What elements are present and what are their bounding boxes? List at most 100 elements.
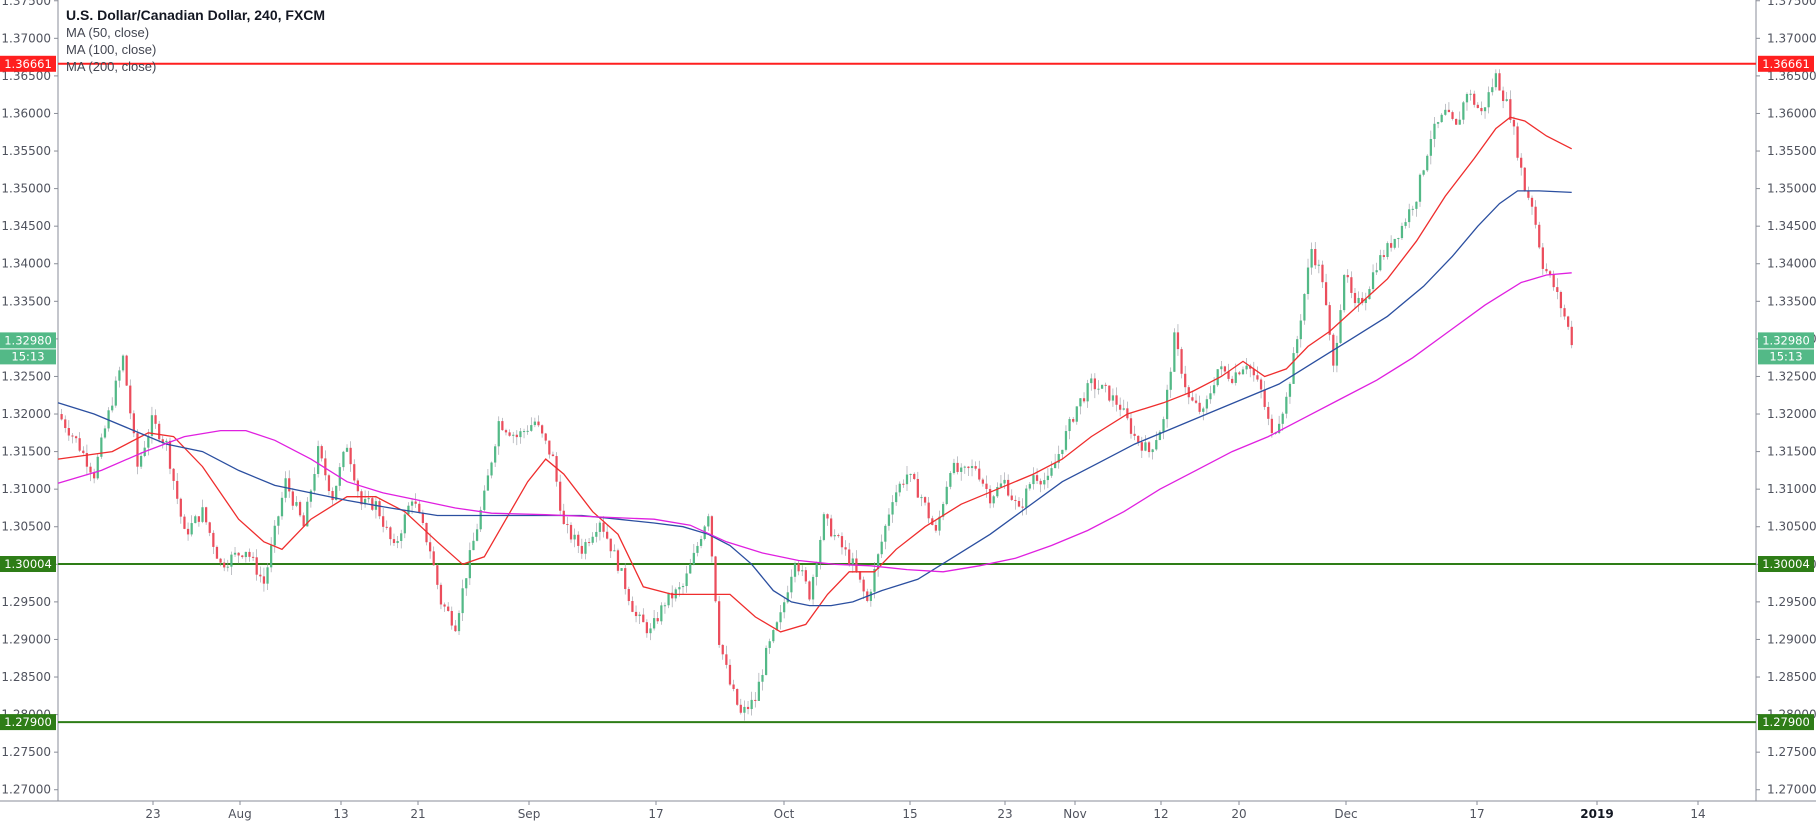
candle-body: [251, 556, 255, 558]
candle-body: [537, 421, 540, 426]
candle-body: [244, 551, 247, 558]
candle-body: [1147, 442, 1151, 453]
candle-body: [201, 507, 204, 522]
ma-200-legend[interactable]: MA (200, close): [66, 59, 157, 74]
candle-body: [1444, 109, 1447, 115]
symbol-title[interactable]: U.S. Dollar/Canadian Dollar, 240, FXCM: [66, 7, 326, 23]
candle-body: [764, 647, 768, 675]
last-price-bg-right: [1758, 332, 1814, 349]
candle-body: [1487, 92, 1490, 108]
y-tick-label-left: 1.36000: [1, 106, 51, 120]
candle-body: [479, 509, 482, 530]
ma-100-legend[interactable]: MA (100, close): [66, 42, 157, 57]
candle-body: [873, 568, 876, 592]
candle-body: [913, 473, 916, 479]
candle-body: [396, 540, 399, 544]
candle-body: [645, 622, 649, 634]
candle-body: [826, 514, 829, 519]
candle-body: [714, 556, 717, 602]
candle-body: [1505, 99, 1508, 102]
candle-body: [447, 606, 450, 611]
candle-body: [1292, 353, 1295, 384]
y-tick-label-left: 1.33500: [1, 294, 51, 308]
candle-body: [280, 497, 284, 517]
candle-body: [1501, 90, 1505, 102]
candle-body: [1455, 118, 1458, 125]
candle-body: [1364, 299, 1367, 304]
candle-body: [1512, 119, 1516, 127]
candle-body: [1303, 294, 1306, 321]
candle-body: [1375, 270, 1378, 273]
countdown-label-left: 15:13: [11, 349, 44, 363]
candle-body: [1140, 442, 1143, 451]
candle-body: [1357, 297, 1360, 304]
candle-body: [158, 423, 161, 440]
candle-body: [1494, 73, 1498, 88]
candle-body: [642, 614, 645, 623]
candle-body: [1194, 400, 1198, 403]
candle-body: [978, 468, 981, 480]
candle-body: [678, 587, 681, 590]
y-tick-label-right: 1.31500: [1767, 445, 1816, 459]
candle-body: [1458, 119, 1461, 125]
candle-body: [804, 570, 807, 582]
candle-body: [165, 440, 168, 443]
candle-body: [942, 504, 945, 517]
y-tick-label-right: 1.36500: [1767, 69, 1816, 83]
candle-body: [981, 479, 984, 484]
candle-body: [1451, 112, 1454, 119]
candle-body: [1050, 468, 1053, 476]
candle-body: [1556, 287, 1559, 292]
candle-body: [1252, 368, 1255, 376]
candle-body: [266, 567, 269, 584]
candle-body: [205, 507, 208, 523]
y-tick-label-left: 1.35000: [1, 182, 51, 196]
candle-body: [598, 522, 602, 532]
candle-body: [1436, 122, 1440, 124]
candle-body: [497, 421, 500, 447]
candle-body: [736, 689, 739, 705]
candle-body: [241, 555, 244, 558]
level-label-bg-left: [0, 556, 56, 573]
candle-body: [255, 557, 258, 575]
candle-body: [815, 563, 818, 577]
candle-body: [606, 531, 609, 539]
y-tick-label-right: 1.34500: [1767, 219, 1816, 233]
level-label-bg-right: [1758, 556, 1814, 573]
candle-body: [1259, 379, 1263, 390]
candle-body: [584, 542, 587, 554]
candle-body: [74, 436, 78, 439]
candle-body: [1223, 366, 1227, 372]
candle-body: [309, 490, 313, 502]
candle-body: [512, 434, 515, 436]
candle-body: [1397, 238, 1400, 240]
candle-body: [270, 545, 273, 568]
candle-body: [1548, 271, 1552, 275]
x-tick-label: Dec: [1334, 807, 1357, 821]
ma-50-legend[interactable]: MA (50, close): [66, 25, 150, 40]
candle-body: [356, 480, 359, 492]
candle-body: [1173, 332, 1176, 372]
ma-line-2: [57, 190, 1572, 607]
candle-body: [916, 478, 919, 498]
candle-body: [725, 654, 728, 665]
candle-body: [378, 501, 381, 517]
y-tick-label-right: 1.29000: [1767, 632, 1816, 646]
y-tick-label-left: 1.27000: [1, 783, 51, 797]
candle-body: [1046, 475, 1050, 481]
level-label-right: 1.27900: [1762, 715, 1810, 729]
candle-body: [1032, 475, 1035, 485]
candle-body: [400, 533, 403, 541]
candle-body: [176, 480, 179, 499]
y-tick-label-left: 1.28500: [1, 670, 51, 684]
candle-body: [403, 514, 406, 534]
y-tick-label-left: 1.30500: [1, 520, 51, 534]
y-tick-label-left: 1.32500: [1, 369, 51, 383]
candle-body: [1563, 308, 1566, 317]
candle-body: [233, 552, 237, 555]
candle-body: [1155, 440, 1158, 450]
candle-body: [1324, 282, 1328, 306]
candle-body: [1072, 419, 1075, 422]
candle-body: [353, 464, 356, 481]
